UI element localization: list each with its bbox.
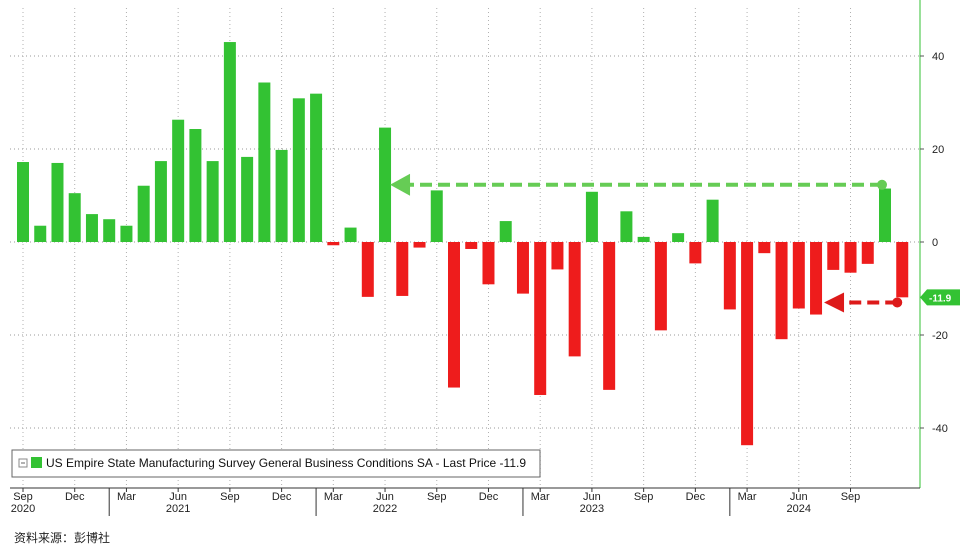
x-tick-label: Dec xyxy=(65,491,85,503)
bar xyxy=(413,242,426,248)
bar xyxy=(154,161,167,242)
y-tick-label: 0 xyxy=(932,237,938,249)
bar xyxy=(396,242,409,296)
legend-label: US Empire State Manufacturing Survey Gen… xyxy=(46,456,526,470)
x-axis: Sep Dec Mar Jun Sep Dec Mar Jun Sep Dec Mar Jun Sep D… xyxy=(10,487,920,516)
y-tick-label: 20 xyxy=(932,144,944,156)
bar xyxy=(292,98,305,242)
last-price-label: -11.9 xyxy=(929,293,952,304)
bar xyxy=(430,190,443,242)
bar xyxy=(620,211,633,242)
x-tick-label: Mar xyxy=(738,491,757,503)
bar xyxy=(689,242,702,264)
x-year-label: 2020 xyxy=(11,503,35,515)
x-year-label: 2023 xyxy=(580,503,604,515)
bar xyxy=(861,242,874,264)
bar xyxy=(85,214,98,242)
bar xyxy=(448,242,460,388)
bar xyxy=(758,242,771,254)
x-tick-label: Dec xyxy=(272,491,292,503)
bar xyxy=(516,242,529,294)
x-year-label: 2024 xyxy=(787,503,811,515)
x-year-label: 2021 xyxy=(166,503,190,515)
annotations xyxy=(390,173,903,313)
bar xyxy=(499,221,512,242)
bar xyxy=(741,242,754,446)
x-tick-label: Jun xyxy=(169,491,187,503)
x-tick-label: Sep xyxy=(220,491,240,503)
bar xyxy=(189,129,202,242)
bar xyxy=(34,225,47,242)
bar xyxy=(775,242,788,340)
bar xyxy=(723,242,736,310)
last-price-tag xyxy=(920,289,960,306)
y-tick-label: -40 xyxy=(932,423,948,435)
bar xyxy=(827,242,840,270)
arrow-head xyxy=(824,292,845,313)
bar xyxy=(603,242,616,390)
bar xyxy=(810,242,823,315)
bar xyxy=(68,193,81,242)
x-tick-label: Dec xyxy=(479,491,499,503)
bar xyxy=(120,225,133,242)
y-axis: 40 20 0 -20 -40 -11.9 xyxy=(919,0,960,488)
bar xyxy=(465,242,478,249)
bar xyxy=(206,161,219,242)
bar xyxy=(310,93,323,242)
bar xyxy=(654,242,667,331)
x-tick-label: Mar xyxy=(324,491,343,503)
legend-swatch xyxy=(31,457,42,468)
bar xyxy=(792,242,805,309)
bar xyxy=(344,227,357,242)
bar xyxy=(672,233,685,242)
legend: US Empire State Manufacturing Survey Gen… xyxy=(11,449,541,478)
bar xyxy=(706,199,719,242)
x-tick-label: Mar xyxy=(117,491,136,503)
bar xyxy=(379,127,392,242)
x-tick-label: Dec xyxy=(686,491,706,503)
legend-box xyxy=(11,449,541,478)
x-tick-label: Jun xyxy=(376,491,394,503)
bar xyxy=(17,162,29,242)
x-tick-label: Sep xyxy=(634,491,654,503)
bar xyxy=(241,156,254,242)
x-tick-label: Sep xyxy=(13,491,33,503)
bar xyxy=(172,119,185,242)
bar xyxy=(275,149,288,242)
x-tick-label: Jun xyxy=(790,491,808,503)
bar xyxy=(258,82,271,242)
arrow-head xyxy=(390,173,411,196)
y-tick-label: 40 xyxy=(932,51,944,63)
x-tick-label: Sep xyxy=(427,491,447,503)
x-tick-label: Sep xyxy=(841,491,861,503)
bar xyxy=(879,188,891,242)
bar xyxy=(896,242,909,298)
x-year-label: 2022 xyxy=(373,503,397,515)
bar xyxy=(51,162,64,242)
bar xyxy=(103,219,116,242)
bars xyxy=(17,42,909,446)
bar xyxy=(585,191,598,242)
bar xyxy=(223,42,236,242)
bar xyxy=(534,242,547,395)
bar xyxy=(844,242,857,273)
bar xyxy=(637,236,650,242)
bar xyxy=(137,185,150,242)
x-tick-label: Jun xyxy=(583,491,601,503)
bar xyxy=(482,242,495,285)
x-tick-label: Mar xyxy=(531,491,550,503)
bar xyxy=(361,242,374,297)
bar xyxy=(551,242,564,270)
bar xyxy=(327,242,340,246)
y-tick-label: -20 xyxy=(932,330,948,342)
bar xyxy=(568,242,581,357)
